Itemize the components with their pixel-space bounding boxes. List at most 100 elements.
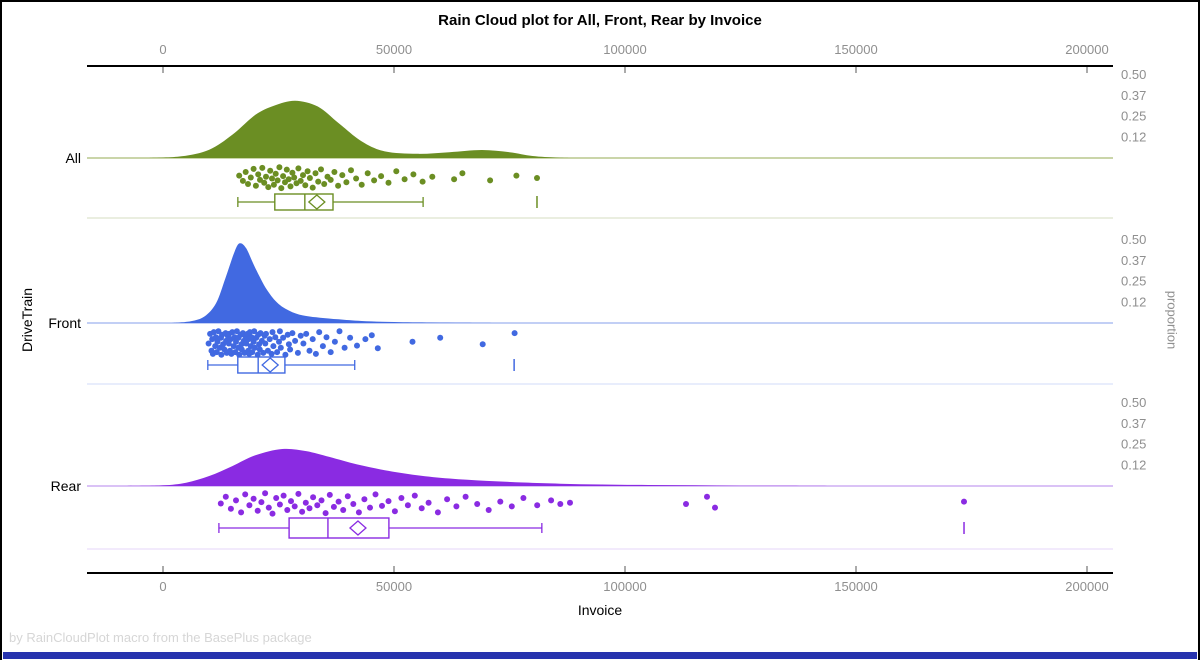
rain-point-rear xyxy=(288,498,294,505)
rain-point-front xyxy=(270,343,277,350)
rain-point-all xyxy=(255,171,262,178)
rain-point-all xyxy=(278,185,285,192)
rain-point-all xyxy=(312,170,319,177)
rain-point-front xyxy=(319,343,326,350)
rain-point-front xyxy=(284,331,291,338)
rain-point-front xyxy=(277,344,284,351)
category-label-all: All xyxy=(65,150,81,166)
rain-point-all xyxy=(289,169,296,176)
rain-point-front xyxy=(285,341,292,348)
rain-point-rear xyxy=(291,503,298,510)
density-area-rear xyxy=(126,448,833,486)
rain-point-front xyxy=(280,334,287,341)
rain-point-front xyxy=(236,351,243,358)
rain-point-all xyxy=(300,172,306,179)
x-tick-label-top: 100000 xyxy=(603,42,646,57)
rain-point-all xyxy=(358,181,365,188)
rain-point-rear xyxy=(284,507,291,513)
rain-point-all xyxy=(353,175,360,182)
rain-point-all xyxy=(339,172,346,179)
rain-point-rear xyxy=(453,503,460,510)
proportion-tick-label: 0.12 xyxy=(1121,294,1146,309)
y-axis-title: DriveTrain xyxy=(19,287,35,353)
rain-point-front xyxy=(230,343,237,350)
proportion-tick-label: 0.25 xyxy=(1121,274,1146,289)
rain-point-front xyxy=(409,338,416,345)
proportion-tick-label: 0.37 xyxy=(1121,416,1146,431)
rain-point-all xyxy=(401,176,408,183)
rain-point-front xyxy=(218,351,225,358)
rain-point-front xyxy=(243,340,250,347)
rain-point-rear xyxy=(242,491,249,498)
x-tick-label-top: 150000 xyxy=(834,42,877,57)
rain-point-front xyxy=(292,337,299,344)
rain-point-rear xyxy=(462,493,469,500)
rain-point-all xyxy=(419,178,426,185)
rain-point-rear xyxy=(404,502,411,509)
rain-point-rear xyxy=(434,509,441,516)
rain-point-front xyxy=(374,345,381,352)
rain-point-all xyxy=(297,177,304,184)
rain-point-rear xyxy=(326,491,333,498)
rain-point-all xyxy=(385,179,392,186)
rain-point-rear xyxy=(444,496,451,503)
rain-point-rear xyxy=(534,502,541,509)
rain-point-rear xyxy=(340,507,347,513)
rain-point-rear xyxy=(310,494,317,501)
rain-point-rear xyxy=(350,501,357,507)
category-label-front: Front xyxy=(48,315,81,331)
rain-point-rear xyxy=(238,509,245,516)
rain-point-front xyxy=(268,350,275,357)
category-label-rear: Rear xyxy=(51,478,82,494)
rain-point-rear xyxy=(280,492,287,499)
rain-point-all xyxy=(287,183,294,190)
rain-point-all xyxy=(306,175,313,181)
rain-point-rear xyxy=(520,495,527,501)
proportion-tick-label: 0.50 xyxy=(1121,395,1146,410)
rain-point-all xyxy=(534,175,540,181)
rain-point-rear xyxy=(265,504,272,511)
rain-point-all xyxy=(285,176,292,183)
rain-point-all xyxy=(410,171,417,178)
rain-point-front xyxy=(309,336,316,343)
rain-point-front xyxy=(263,330,269,337)
rain-point-front xyxy=(511,330,518,337)
rain-point-rear xyxy=(322,510,329,517)
rain-point-rear xyxy=(269,510,276,517)
rain-point-all xyxy=(245,181,251,187)
rain-point-all xyxy=(302,182,309,189)
rain-point-rear xyxy=(254,507,261,514)
rain-point-rear xyxy=(250,495,257,502)
rain-point-rear xyxy=(497,498,504,505)
rain-point-front xyxy=(297,332,304,339)
rain-point-rear xyxy=(335,498,342,505)
rain-point-front xyxy=(205,340,212,347)
rain-point-front xyxy=(287,346,294,353)
rain-point-rear xyxy=(318,497,325,504)
rain-point-all xyxy=(295,165,302,172)
rain-point-rear xyxy=(344,493,351,500)
x-tick-label-bottom: 0 xyxy=(159,579,166,594)
rain-point-all xyxy=(378,173,385,180)
rain-point-front xyxy=(437,334,444,341)
rain-point-front xyxy=(254,351,261,358)
rain-point-front xyxy=(229,329,236,336)
rain-point-all xyxy=(318,166,324,173)
proportion-tick-label: 0.50 xyxy=(1121,67,1146,82)
rain-point-rear xyxy=(276,501,283,508)
density-area-all xyxy=(149,100,570,158)
proportion-tick-label: 0.37 xyxy=(1121,88,1146,103)
rain-point-all xyxy=(304,168,311,175)
chart-title: Rain Cloud plot for All, Front, Rear by … xyxy=(438,12,762,29)
rain-point-rear xyxy=(306,505,313,512)
rain-point-rear xyxy=(299,508,306,515)
rain-point-all xyxy=(364,170,371,177)
proportion-tick-label: 0.12 xyxy=(1121,457,1146,472)
rain-point-front xyxy=(282,351,289,358)
bottom-bar xyxy=(3,652,1197,659)
rain-point-rear xyxy=(557,501,564,507)
x-tick-label-bottom: 100000 xyxy=(603,579,646,594)
rain-point-front xyxy=(336,328,343,335)
footnote: by RainCloudPlot macro from the BasePlus… xyxy=(9,630,312,645)
rain-point-front xyxy=(362,336,369,343)
